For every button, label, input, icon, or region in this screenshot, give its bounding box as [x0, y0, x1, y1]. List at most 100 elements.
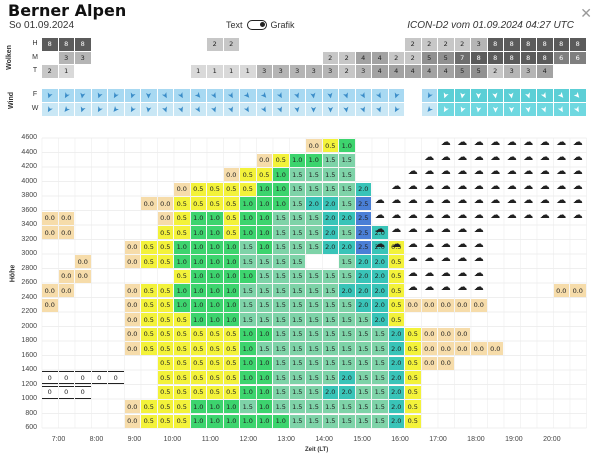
wind-cell: ➤: [42, 103, 58, 116]
thermal-cell: 1.5: [289, 313, 305, 326]
x-tick-label: 15:00: [353, 436, 371, 443]
wind-cell: ➤: [570, 103, 586, 116]
thermal-cell: 1.5: [339, 356, 355, 370]
cloud-cell: 4: [388, 65, 404, 78]
thermal-cell: 0.0: [405, 298, 421, 312]
thermal-cell: 1.5: [339, 226, 355, 239]
wind-cell: ➤: [289, 103, 305, 116]
thermal-cell: 1.5: [355, 385, 371, 399]
cloud-icon: ☁: [572, 180, 583, 192]
thermal-cell: 0: [42, 385, 58, 399]
thermal-cell: 1.5: [306, 182, 322, 196]
thermal-cell: 0.0: [157, 211, 173, 225]
thermal-cell: 0: [58, 371, 74, 384]
y-tick-label: 1600: [21, 351, 37, 359]
thermal-cell: 1.5: [306, 371, 322, 384]
view-switch[interactable]: [246, 20, 267, 30]
cloud-cell: 8: [537, 51, 553, 64]
cloud-cell: [306, 38, 322, 51]
thermal-cell: 0.0: [75, 269, 91, 283]
cloud-icon: ☁: [374, 209, 385, 221]
wind-cell: ➤: [438, 103, 454, 116]
thermal-cell: 1.5: [322, 269, 338, 283]
thermal-cell: 2.5: [355, 240, 371, 254]
thermal-cell: 0.5: [174, 371, 190, 384]
thermal-cell: 1.5: [273, 400, 289, 413]
thermal-cell: 1.0: [174, 284, 190, 297]
thermal-cell: 1.5: [306, 414, 322, 428]
thermal-cell: 1.5: [289, 371, 305, 384]
x-tick-label: 17:00: [429, 436, 447, 443]
cloud-cell: [289, 38, 305, 51]
cloud-icon: ☁: [572, 137, 583, 149]
cloud-cell: [157, 38, 173, 51]
thermal-cell: 1.0: [223, 298, 239, 312]
wind-cell: ➤: [141, 89, 157, 102]
cloud-icon: ☁: [539, 180, 550, 192]
wind-cell: ➤: [421, 89, 437, 102]
thermal-cell: 0.0: [570, 284, 586, 297]
cloud-cell: 3: [256, 65, 272, 78]
cloud-icon: ☁: [457, 151, 468, 163]
cloud-icon: ☁: [440, 224, 451, 236]
cloud-cell: 4: [421, 65, 437, 78]
thermal-cell: 1.5: [256, 255, 272, 268]
thermal-cell: 1.0: [339, 139, 355, 152]
thermal-cell: 0.5: [174, 342, 190, 355]
thermal-cell: 1.5: [339, 414, 355, 428]
thermal-cell: 1.5: [372, 414, 388, 428]
cloud-cell: [75, 65, 91, 78]
cloud-icon: ☁: [556, 151, 567, 163]
y-tick-label: 3000: [21, 250, 37, 257]
cloud-cell: 3: [75, 51, 91, 64]
thermal-cell: 1.0: [190, 240, 206, 254]
thermal-cell: 1.0: [240, 269, 256, 283]
thermal-cell: 1.0: [223, 400, 239, 413]
thermal-cell: 1.0: [207, 255, 223, 268]
thermal-cell: 1.5: [355, 356, 371, 370]
cloud-icon: ☁: [506, 180, 517, 192]
cloud-icon: ☁: [440, 166, 451, 178]
cloud-icon: ☁: [407, 195, 418, 207]
cloud-icon: ☁: [440, 267, 451, 279]
thermal-cell: 0.5: [388, 313, 404, 326]
cloud-icon: ☁: [374, 195, 385, 207]
close-icon[interactable]: ✕: [580, 5, 592, 21]
thermal-cell: 0: [42, 371, 58, 384]
thermal-cell: 0.5: [174, 414, 190, 428]
thermal-cell: 1.5: [273, 298, 289, 312]
toggle-graph-label[interactable]: Grafik: [270, 20, 295, 30]
thermal-cell: 0.5: [388, 255, 404, 268]
thermal-cell: 0.5: [157, 255, 173, 268]
thermal-cell: 1.0: [240, 211, 256, 225]
thermal-cell: 1.5: [240, 400, 256, 413]
wind-cell: ➤: [207, 103, 223, 116]
y-tick-label: 4000: [21, 177, 37, 185]
thermal-cell: 1.0: [256, 356, 272, 370]
x-tick-label: 11:00: [201, 436, 219, 443]
cloud-cell: [174, 65, 190, 78]
cloud-icon: ☁: [556, 180, 567, 192]
thermal-cell: 1.5: [322, 371, 338, 384]
thermal-cell: 0.5: [223, 226, 239, 239]
thermal-cell: 1.5: [273, 211, 289, 225]
thermal-cell: 1.0: [207, 240, 223, 254]
view-toggle[interactable]: Text Grafik: [226, 20, 295, 30]
thermal-cell: 2.0: [388, 356, 404, 370]
thermal-cell: 0: [108, 371, 124, 384]
cloud-icon: ☁: [490, 195, 501, 207]
thermal-cell: 1.5: [306, 284, 322, 297]
cloud-cell: [256, 38, 272, 51]
thermal-cell: 0.5: [157, 313, 173, 326]
cloud-cell: 8: [75, 38, 91, 51]
thermal-cell: 1.5: [256, 269, 272, 283]
cloud-icon: ☁: [490, 166, 501, 178]
toggle-text-label[interactable]: Text: [226, 20, 243, 30]
wind-cell: ➤: [487, 89, 503, 102]
cloud-cell: 4: [355, 51, 371, 64]
thermal-cell: 0.0: [58, 284, 74, 297]
thermal-cell: 0.5: [240, 168, 256, 181]
thermal-cell: 0.5: [141, 284, 157, 297]
cloud-cell: 1: [207, 65, 223, 78]
thermal-cell: 1.5: [339, 269, 355, 283]
